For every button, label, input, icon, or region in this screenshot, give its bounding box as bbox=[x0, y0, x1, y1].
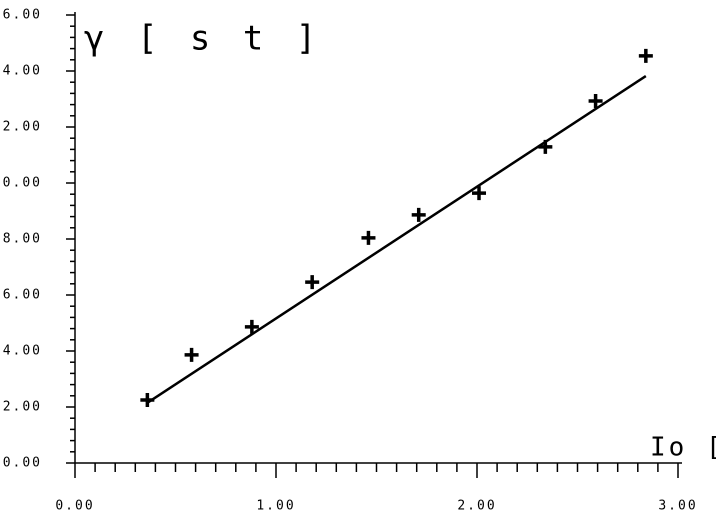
y-tick-label: 12.00 bbox=[0, 120, 42, 135]
data-point bbox=[472, 186, 487, 201]
data-point bbox=[244, 319, 259, 334]
data-point bbox=[305, 275, 320, 290]
x-tick-label: 1.00 bbox=[256, 499, 295, 514]
y-tick-label: 8.00 bbox=[3, 232, 42, 247]
y-tick-label: 16.00 bbox=[0, 8, 42, 23]
y-tick-label: 10.00 bbox=[0, 176, 42, 191]
y-tick-label: 14.00 bbox=[0, 64, 42, 79]
y-tick-label: 4.00 bbox=[3, 344, 42, 359]
data-point bbox=[588, 93, 603, 108]
fit-line bbox=[146, 74, 647, 404]
data-point bbox=[638, 48, 653, 63]
y-axis-label: γ [ s t ] bbox=[84, 19, 322, 59]
y-tick-label: 6.00 bbox=[3, 288, 42, 303]
y-tick-label: 0.00 bbox=[3, 456, 42, 471]
data-point bbox=[361, 230, 376, 245]
data-point bbox=[411, 207, 426, 222]
y-tick-label: 2.00 bbox=[3, 400, 42, 415]
x-tick-label: 2.00 bbox=[457, 499, 496, 514]
x-axis-label: Io [ A ] bbox=[650, 433, 716, 463]
data-point bbox=[184, 347, 199, 362]
x-tick-label: 0.00 bbox=[55, 499, 94, 514]
x-tick-label: 3.00 bbox=[658, 499, 697, 514]
